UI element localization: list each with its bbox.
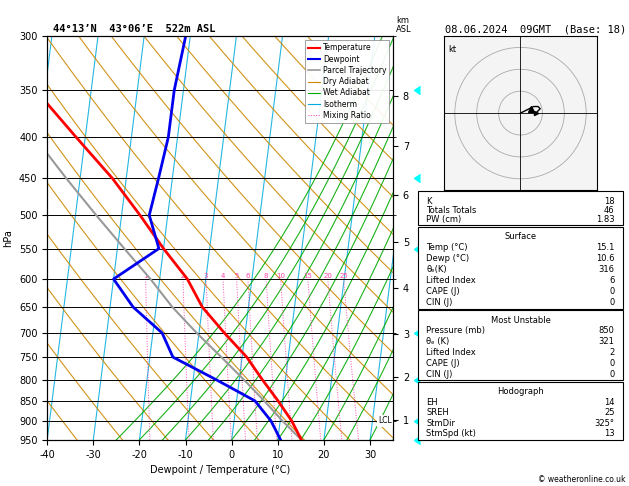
Text: Hodograph: Hodograph [497,387,544,396]
Text: 08.06.2024  09GMT  (Base: 18): 08.06.2024 09GMT (Base: 18) [445,24,626,34]
Text: km
ASL: km ASL [396,16,412,34]
Text: Temp (°C): Temp (°C) [426,243,468,252]
Text: 4: 4 [221,273,225,279]
Text: StmDir: StmDir [426,419,455,428]
Text: CIN (J): CIN (J) [426,298,453,307]
Text: Totals Totals: Totals Totals [426,206,477,215]
Text: 6: 6 [245,273,250,279]
Text: 0: 0 [610,298,615,307]
Text: PW (cm): PW (cm) [426,215,462,224]
Text: 10.6: 10.6 [596,254,615,263]
Text: 5: 5 [235,273,239,279]
Text: 0: 0 [610,287,615,296]
Text: 25: 25 [339,273,348,279]
Text: CIN (J): CIN (J) [426,369,453,379]
Text: © weatheronline.co.uk: © weatheronline.co.uk [538,474,626,484]
Text: 25: 25 [604,408,615,417]
Text: 20: 20 [323,273,332,279]
Text: SREH: SREH [426,408,449,417]
Text: 15: 15 [303,273,312,279]
Text: 1: 1 [143,273,148,279]
Text: 325°: 325° [594,419,615,428]
Text: Dewp (°C): Dewp (°C) [426,254,470,263]
Text: 850: 850 [599,327,615,335]
X-axis label: Dewpoint / Temperature (°C): Dewpoint / Temperature (°C) [150,465,290,475]
Text: K: K [426,197,432,206]
Text: 316: 316 [599,265,615,274]
Text: CAPE (J): CAPE (J) [426,287,460,296]
Text: 1.83: 1.83 [596,215,615,224]
Text: θₑ (K): θₑ (K) [426,337,450,346]
Text: CAPE (J): CAPE (J) [426,359,460,368]
Text: LCL: LCL [378,417,392,425]
Text: Most Unstable: Most Unstable [491,316,550,325]
Text: 10: 10 [276,273,285,279]
Text: 18: 18 [604,197,615,206]
Legend: Temperature, Dewpoint, Parcel Trajectory, Dry Adiabat, Wet Adiabat, Isotherm, Mi: Temperature, Dewpoint, Parcel Trajectory… [305,40,389,123]
Text: 3: 3 [204,273,208,279]
Text: 321: 321 [599,337,615,346]
Text: 14: 14 [604,398,615,407]
Text: Pressure (mb): Pressure (mb) [426,327,486,335]
Text: θₑ(K): θₑ(K) [426,265,447,274]
Text: kt: kt [448,45,457,54]
Text: 0: 0 [610,359,615,368]
Text: Lifted Index: Lifted Index [426,348,476,357]
Text: 46: 46 [604,206,615,215]
Text: 44°13’N  43°06’E  522m ASL: 44°13’N 43°06’E 522m ASL [53,24,216,34]
Text: 2: 2 [181,273,185,279]
Text: 0: 0 [610,369,615,379]
Text: StmSpd (kt): StmSpd (kt) [426,429,476,438]
Text: 2: 2 [610,348,615,357]
Text: 8: 8 [264,273,269,279]
Y-axis label: hPa: hPa [3,229,13,247]
Text: Surface: Surface [504,232,537,242]
Text: Lifted Index: Lifted Index [426,276,476,285]
Text: 15.1: 15.1 [596,243,615,252]
Text: 13: 13 [604,429,615,438]
Text: 6: 6 [609,276,615,285]
Text: EH: EH [426,398,438,407]
